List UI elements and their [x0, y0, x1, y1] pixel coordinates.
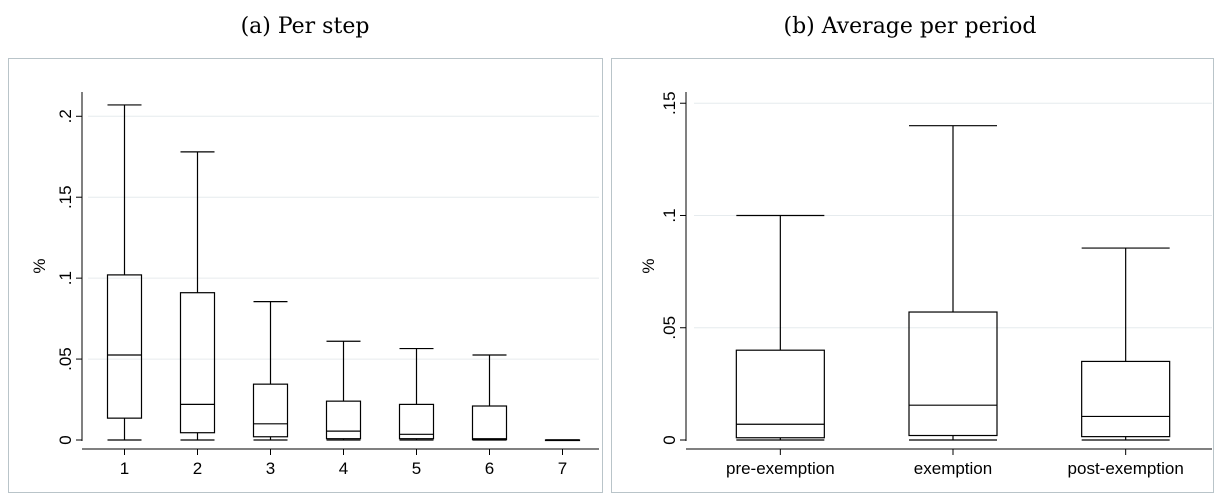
chart-a-x-tick-label: 1	[120, 459, 129, 478]
chart-a-x-tick-label: 7	[558, 459, 567, 478]
chart-b-x-tick-label: exemption	[914, 459, 992, 478]
panel-b-title: (b) Average per period	[783, 14, 1037, 39]
chart-a-y-tick-label: .1	[56, 271, 75, 285]
chart-b-box	[735, 349, 825, 439]
chart-b-frame: 0 .05 .1 .15% pre-exemption exemption post-exe…	[611, 58, 1214, 493]
chart-a-box	[179, 292, 216, 434]
chart-a-box	[106, 274, 143, 419]
chart-a-plot: 0 .05 .1 .15 .2% 1 2 3 4 5 6 7	[30, 92, 599, 478]
chart-a-x-tick-label: 5	[412, 459, 421, 478]
chart-a-box	[398, 403, 435, 440]
chart-a-box	[325, 400, 362, 440]
chart-a-x-tick-label: 2	[193, 459, 202, 478]
chart-b-y-tick-label: .15	[660, 91, 679, 115]
chart-a-x-tick-label: 6	[485, 459, 494, 478]
chart-b-box	[908, 311, 998, 437]
chart-a-box	[471, 405, 508, 441]
chart-b-y-tick-label: .1	[660, 208, 679, 222]
panel-a-title: (a) Per step	[240, 14, 370, 39]
chart-b-y-tick-label: 0	[660, 435, 679, 444]
chart-b-x-tick-label: post-exemption	[1068, 459, 1184, 478]
chart-a-y-tick-label: .2	[56, 109, 75, 123]
chart-a-box	[252, 383, 289, 438]
chart-a-x-tick-label: 4	[339, 459, 348, 478]
chart-a-y-axis-title: %	[30, 258, 49, 273]
chart-b-plot: 0 .05 .1 .15% pre-exemption exemption post-exe…	[639, 91, 1212, 478]
chart-a-y-tick-label: .05	[56, 347, 75, 371]
chart-b-x-tick-label: pre-exemption	[726, 459, 835, 478]
chart-a-x-tick-label: 3	[266, 459, 275, 478]
chart-b-box	[1081, 360, 1171, 438]
chart-b-y-tick-label: .05	[660, 316, 679, 340]
chart-a-y-tick-label: .15	[56, 185, 75, 209]
chart-a-frame: 0 .05 .1 .15 .2% 1 2 3 4 5 6 7	[8, 58, 603, 493]
chart-b-y-axis-title: %	[639, 258, 658, 273]
chart-a-y-tick-label: 0	[56, 435, 75, 444]
